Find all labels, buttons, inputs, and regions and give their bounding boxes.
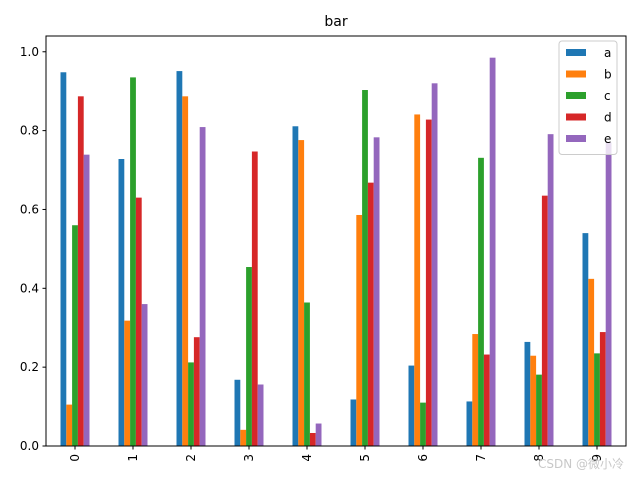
bar-d-0 <box>77 96 84 446</box>
bar-a-9 <box>582 233 589 446</box>
bar-b-2 <box>182 96 189 446</box>
x-tick-label: 7 <box>474 454 488 462</box>
bars-group <box>60 57 612 447</box>
bar-c-9 <box>594 353 600 446</box>
bar-e-0 <box>83 154 90 446</box>
y-tick-label: 0.6 <box>20 202 39 216</box>
bar-d-5 <box>367 182 374 446</box>
plot-frame <box>45 35 627 447</box>
bar-d-1 <box>135 197 142 446</box>
legend-label-b: b <box>604 68 612 82</box>
bar-c-1 <box>130 77 136 446</box>
legend-swatch-d <box>566 113 586 121</box>
legend-swatch-e <box>566 135 586 142</box>
bar-b-7 <box>472 334 479 446</box>
bar-c-6 <box>420 402 426 446</box>
bar-e-8 <box>547 134 554 446</box>
y-tick-label: 1.0 <box>20 45 39 59</box>
x-tick-label: 3 <box>242 454 256 462</box>
bar-d-8 <box>541 195 548 446</box>
legend-label-e: e <box>604 132 611 146</box>
legend-swatch-c <box>566 92 586 99</box>
bar-c-4 <box>304 302 310 446</box>
chart-title: bar <box>324 14 347 30</box>
axes-group: 0.0 0.2 0.4 0.6 0.8 1.0 0 1 2 3 4 5 6 7 8 9 <box>20 35 627 462</box>
legend-swatch-b <box>566 70 586 78</box>
watermark: CSDN @微小冷 <box>538 457 624 471</box>
bar-e-6 <box>431 83 438 446</box>
bar-c-7 <box>478 157 484 446</box>
legend-label-a: a <box>604 46 611 60</box>
x-tick-label: 6 <box>416 454 430 462</box>
y-tick-label: 0.2 <box>20 360 39 374</box>
bar-e-7 <box>489 57 496 447</box>
bar-a-7 <box>466 401 473 446</box>
bar-b-3 <box>240 429 247 446</box>
bar-a-2 <box>176 71 183 446</box>
x-tick-label: 4 <box>300 454 314 462</box>
x-tick-label: 0 <box>68 454 82 462</box>
x-tick-label: 1 <box>126 454 140 462</box>
bar-c-0 <box>72 225 78 446</box>
legend-swatch-a <box>566 49 586 56</box>
bar-a-5 <box>350 399 357 446</box>
bar-b-4 <box>298 140 305 446</box>
bar-d-4 <box>309 432 316 446</box>
bar-b-1 <box>124 320 131 446</box>
bar-b-8 <box>530 355 537 446</box>
bar-c-8 <box>536 374 542 446</box>
legend-label-c: c <box>604 89 611 103</box>
legend-label-d: d <box>604 111 612 125</box>
x-tick-label: 5 <box>358 454 372 462</box>
bar-e-3 <box>257 384 264 446</box>
bar-d-2 <box>193 337 200 446</box>
bar-a-3 <box>234 379 241 446</box>
bar-d-6 <box>425 119 432 446</box>
bar-a-1 <box>118 159 125 446</box>
bar-e-2 <box>199 127 206 446</box>
bar-a-8 <box>524 341 531 446</box>
x-tick-label: 8 <box>532 454 546 462</box>
bar-b-6 <box>414 114 421 446</box>
bar-e-4 <box>315 423 322 446</box>
bar-e-9 <box>605 142 612 446</box>
bar-c-2 <box>188 362 194 446</box>
y-tick-label: 0.8 <box>20 124 39 138</box>
legend-box <box>558 40 618 155</box>
bar-a-0 <box>60 72 67 447</box>
bar-e-5 <box>373 137 380 446</box>
bar-b-0 <box>66 404 73 446</box>
y-tick-label: 0.0 <box>20 439 39 453</box>
bar-d-3 <box>251 151 258 446</box>
x-tick-label: 2 <box>184 454 198 462</box>
bar-c-3 <box>246 267 252 446</box>
bar-a-4 <box>292 126 299 446</box>
bar-e-1 <box>141 304 148 446</box>
bar-c-5 <box>362 90 368 446</box>
bar-d-9 <box>599 332 606 446</box>
x-tick-label: 9 <box>590 454 604 462</box>
bar-d-7 <box>483 354 490 446</box>
y-tick-label: 0.4 <box>20 281 39 295</box>
bar-b-5 <box>356 214 363 446</box>
bar-b-9 <box>588 278 595 446</box>
bar-a-6 <box>408 365 415 446</box>
